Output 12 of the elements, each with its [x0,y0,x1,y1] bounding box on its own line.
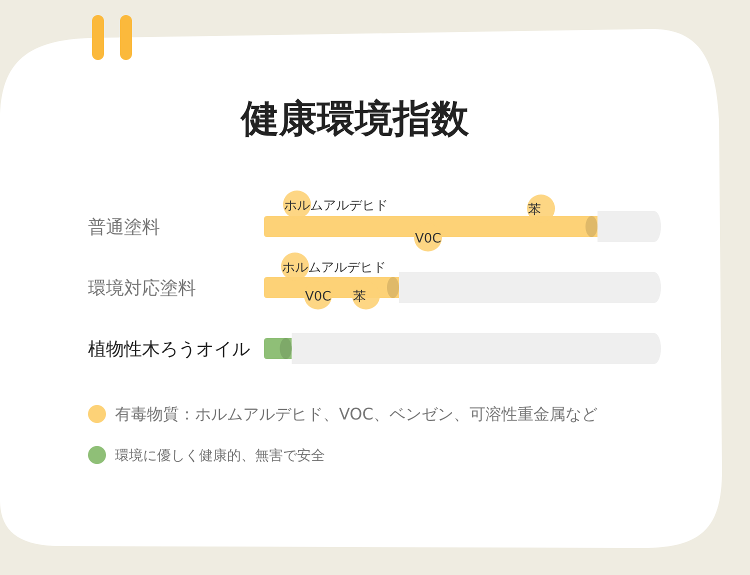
annotation: ホルムアルデヒド [282,260,386,276]
legend-label: 環境に優しく健康的、無害で安全 [115,448,325,464]
y-tick-label: 普通塗料 [88,216,160,238]
annotation: ホルムアルデヒド [284,198,388,214]
annotation: 苯 [528,202,541,218]
legend-label: 有毒物質：ホルムアルデヒド、VOC、ベンゼン、可溶性重金属など [115,404,598,424]
y-tick-label: 環境対応塗料 [88,278,196,299]
annotation: V0C [305,290,332,304]
annotation: 苯 [353,290,366,304]
annotation: V0C [415,232,442,246]
chart-title: 健康環境指数 [240,96,470,140]
y-tick-label: 植物性木ろうオイル [88,338,250,360]
